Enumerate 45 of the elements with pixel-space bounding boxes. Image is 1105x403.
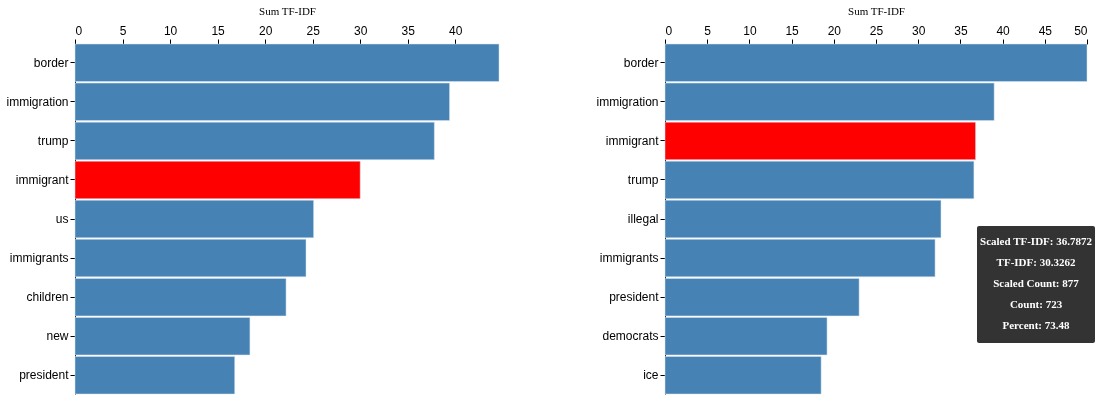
x-tick-label: 25	[869, 23, 884, 38]
y-tick-label: immigration	[6, 94, 69, 109]
x-tick-label: 5	[704, 23, 712, 38]
x-tick-label: 35	[401, 23, 416, 38]
x-tick-label: 40	[996, 23, 1011, 38]
y-tick-label: immigrant	[605, 133, 660, 148]
y-tick-label: democrats	[602, 329, 659, 344]
x-tick-label: 25	[306, 23, 321, 38]
x-tick-label: 50	[1074, 23, 1088, 38]
y-tick-label: immigrants	[9, 251, 69, 266]
x-tick-label: 15	[211, 23, 226, 38]
annotation: TF-IDF: 30.3262	[996, 256, 1076, 268]
annotation: Count: 723	[1009, 298, 1063, 310]
x-axis-title: Sum TF-IDF	[259, 4, 316, 17]
x-tick-label: 20	[258, 23, 273, 38]
annotation: Percent: 73.48	[1002, 319, 1070, 331]
x-tick-label: 20	[827, 23, 842, 38]
x-axis-title: Sum TF-IDF	[848, 4, 905, 17]
x-tick-label: 30	[912, 23, 926, 38]
y-tick-label: immigration	[596, 94, 659, 109]
x-tick-label: 45	[1038, 23, 1053, 38]
y-tick-label: us	[55, 212, 69, 226]
y-tick-label: president	[609, 290, 660, 305]
y-tick-label: children	[26, 290, 69, 305]
y-tick-label: border	[33, 55, 69, 70]
y-tick-label: immigrant	[15, 172, 70, 187]
annotation: Scaled Count: 877	[993, 277, 1080, 289]
y-tick-label: illegal	[627, 212, 659, 226]
x-tick-label: 15	[785, 23, 800, 38]
x-tick-label: 0	[75, 23, 83, 38]
x-tick-label: 40	[449, 23, 463, 38]
x-tick-label: 30	[354, 23, 368, 38]
y-tick-label: border	[623, 55, 659, 70]
y-tick-label: president	[19, 368, 70, 383]
y-tick-label: ice	[643, 368, 659, 383]
x-tick-label: 5	[119, 23, 127, 38]
y-tick-label: trump	[627, 172, 659, 187]
y-tick-label: immigrants	[599, 251, 659, 266]
x-tick-label: 10	[163, 23, 178, 38]
annotation: Scaled TF-IDF: 36.7872	[980, 235, 1093, 247]
y-tick-label: new	[46, 329, 69, 344]
y-tick-label: trump	[37, 133, 69, 148]
x-tick-label: 10	[743, 23, 757, 38]
x-tick-label: 35	[954, 23, 968, 38]
x-tick-label: 0	[665, 23, 673, 38]
